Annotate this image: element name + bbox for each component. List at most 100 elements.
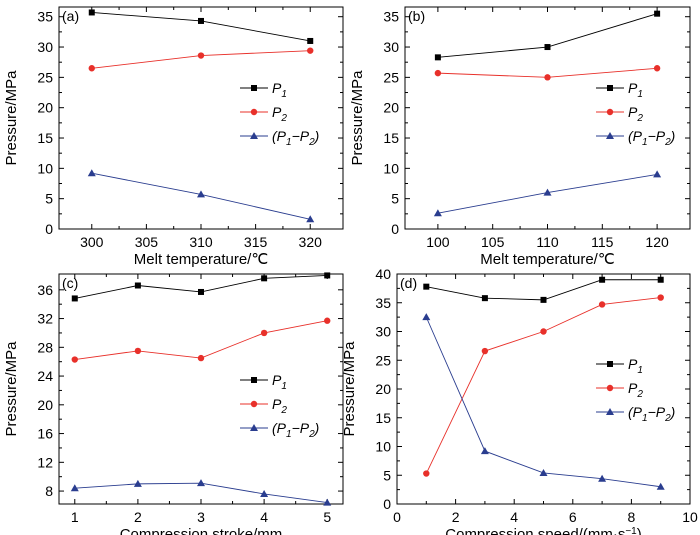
series-line bbox=[425, 316, 661, 488]
y-tick-label: 32 bbox=[37, 311, 53, 327]
y-axis-label: Pressure/MPa bbox=[3, 70, 20, 166]
data-point bbox=[539, 468, 548, 476]
y-tick-label: 35 bbox=[37, 9, 53, 25]
x-tick-label: 3 bbox=[197, 509, 205, 525]
data-point bbox=[306, 215, 315, 223]
chart-panel-d: 0 2 4 6 8 10 0 5 10 15 20 25 30 35 40 Compression speed… bbox=[341, 266, 698, 535]
data-point bbox=[71, 356, 78, 363]
data-point bbox=[307, 37, 314, 44]
data-point bbox=[88, 65, 95, 72]
y-tick-label: 20 bbox=[383, 100, 399, 116]
legend: P1 P2 (P1−P2) bbox=[240, 80, 319, 148]
plot-frame bbox=[404, 6, 691, 230]
y-tick-label: 30 bbox=[383, 39, 399, 55]
y-tick-label: 8 bbox=[45, 483, 53, 499]
data-point bbox=[88, 9, 95, 16]
legend-marker bbox=[606, 108, 614, 116]
x-tick-label: 10 bbox=[682, 509, 698, 525]
data-point bbox=[544, 74, 551, 81]
legend-marker bbox=[251, 85, 257, 91]
legend-entry: P2 bbox=[272, 104, 287, 124]
legend-marker bbox=[251, 377, 257, 383]
x-tick-label: 2 bbox=[134, 509, 142, 525]
data-point bbox=[324, 317, 331, 324]
data-point bbox=[540, 328, 547, 335]
y-tick-label: 30 bbox=[375, 324, 391, 340]
series-3 bbox=[70, 479, 332, 506]
x-tick-label: 8 bbox=[628, 509, 636, 525]
legend-marker bbox=[607, 85, 613, 91]
series-1 bbox=[88, 9, 314, 44]
legend-marker bbox=[250, 424, 258, 431]
series-3 bbox=[433, 170, 662, 217]
data-point bbox=[653, 170, 662, 178]
data-point bbox=[70, 484, 79, 492]
y-tick-label: 10 bbox=[37, 160, 53, 176]
y-tick-label: 35 bbox=[375, 295, 391, 311]
y-tick-label: 12 bbox=[37, 454, 53, 470]
series-line bbox=[91, 12, 311, 42]
x-tick-label: 320 bbox=[299, 234, 323, 250]
data-point bbox=[133, 479, 142, 487]
x-tick-label: 2 bbox=[452, 509, 460, 525]
y-tick-label: 10 bbox=[383, 160, 399, 176]
data-point bbox=[434, 69, 442, 77]
x-axis-label: Melt temperature/℃ bbox=[134, 251, 268, 268]
legend: P1 P2 (P1−P2) bbox=[240, 372, 319, 440]
data-point bbox=[260, 489, 269, 497]
x-tick-label: 120 bbox=[645, 234, 669, 250]
x-tick-label: 1 bbox=[71, 509, 79, 525]
plot-frame bbox=[58, 273, 344, 505]
data-point bbox=[197, 52, 205, 59]
data-point bbox=[324, 272, 331, 279]
data-point bbox=[323, 498, 332, 506]
data-point bbox=[198, 17, 204, 24]
series-1 bbox=[434, 10, 661, 61]
x-tick-label: 6 bbox=[569, 509, 577, 525]
legend-entry: (P1−P2) bbox=[272, 128, 319, 148]
x-axis-label: Compression speed/(mm·s−1) bbox=[445, 526, 641, 535]
chart-panel-a: 300 305 310 315 320 0 5 10 15 20 25 30 35 Melt temper… bbox=[3, 6, 344, 268]
legend-entry: P2 bbox=[628, 104, 643, 124]
data-point bbox=[481, 295, 488, 302]
series-3 bbox=[87, 169, 315, 223]
legend-entry: P2 bbox=[628, 380, 643, 400]
y-tick-label: 0 bbox=[383, 496, 391, 512]
y-tick-label: 20 bbox=[37, 397, 53, 413]
chart-panel-b: 100 105 110 115 120 0 5 10 15 20 25 30 35 Melt temper… bbox=[349, 6, 691, 268]
data-point bbox=[307, 47, 314, 54]
series-line bbox=[425, 297, 661, 474]
data-point bbox=[480, 447, 489, 455]
y-tick-label: 5 bbox=[45, 191, 53, 207]
data-point bbox=[481, 347, 489, 355]
legend-marker bbox=[250, 108, 258, 116]
y-tick-label: 0 bbox=[45, 221, 53, 237]
panel-label: (b) bbox=[408, 8, 425, 24]
data-point bbox=[654, 10, 661, 17]
series-1 bbox=[423, 276, 664, 303]
y-tick-label: 36 bbox=[37, 282, 53, 298]
y-tick-label: 24 bbox=[37, 368, 53, 384]
y-axis-label: Pressure/MPa bbox=[349, 70, 366, 166]
data-point bbox=[599, 276, 606, 283]
x-tick-label: 100 bbox=[426, 234, 450, 250]
data-point bbox=[134, 282, 141, 289]
y-tick-label: 15 bbox=[383, 130, 399, 146]
data-point bbox=[197, 190, 205, 198]
panel-label: (c) bbox=[62, 275, 78, 291]
panel-label: (a) bbox=[62, 8, 79, 24]
x-tick-label: 315 bbox=[244, 234, 268, 250]
legend-marker bbox=[606, 408, 614, 415]
series-3 bbox=[422, 313, 665, 490]
x-tick-label: 4 bbox=[510, 509, 518, 525]
x-axis-label: Compression stroke/mm bbox=[120, 526, 283, 535]
legend-entry: P1 bbox=[628, 80, 643, 100]
y-axis-label: Pressure/MPa bbox=[3, 341, 20, 437]
legend-marker bbox=[606, 384, 614, 392]
data-point bbox=[434, 54, 441, 61]
y-tick-label: 5 bbox=[383, 467, 391, 483]
data-point bbox=[598, 474, 607, 482]
data-point bbox=[598, 301, 606, 308]
